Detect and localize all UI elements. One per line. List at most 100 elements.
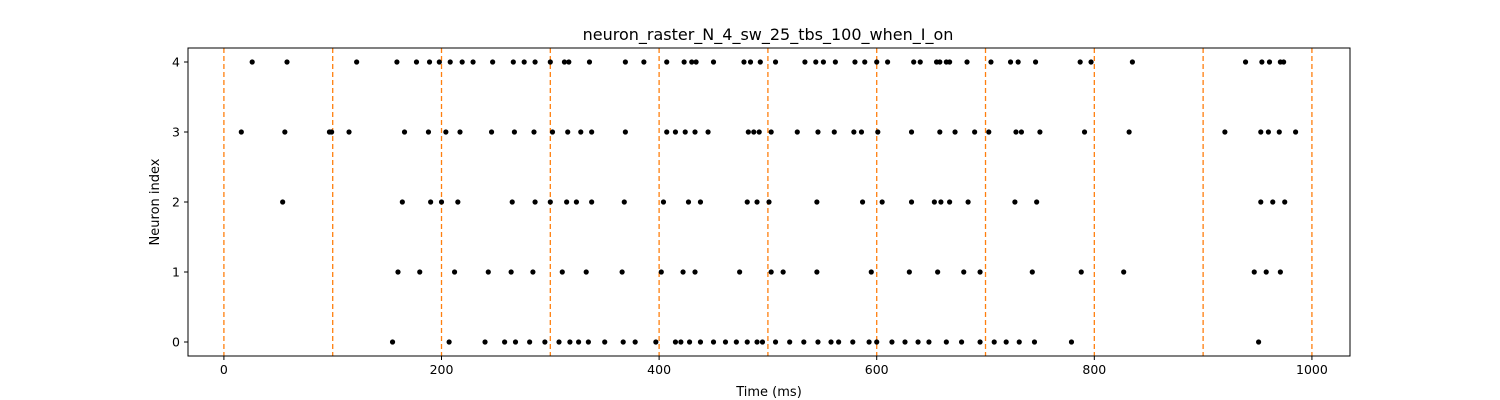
spike-point [772,339,779,345]
spike-point [490,59,496,65]
spike-point [884,59,891,65]
spike-point [768,269,774,275]
x-tick-label: 0 [220,362,228,377]
spike-point [697,199,704,205]
spike-point [815,339,821,345]
spike-point [509,199,515,205]
spike-point [754,199,760,205]
y-tick-label: 3 [172,125,180,140]
spike-point [575,339,582,345]
spike-point [510,59,516,65]
spike-point [737,269,743,275]
spike-point [1003,339,1009,345]
spike-point [1029,269,1035,275]
spike-point [1016,339,1022,345]
spike-point [911,59,917,65]
spike-point [1282,199,1288,205]
spike-point [1088,59,1094,65]
spike-point [658,269,664,275]
spike-point [697,339,704,345]
spike-point [532,199,538,205]
spike-point [508,269,514,275]
spike-point [399,199,405,205]
spike-point [744,339,750,345]
spike-point [521,59,527,65]
spike-point [682,129,688,135]
spike-point [943,339,949,345]
spike-point [977,339,983,345]
spike-point [282,129,288,135]
spike-point [531,129,537,135]
spike-point [937,129,943,135]
spike-point [436,59,442,65]
spike-point [678,339,684,345]
spike-point [532,59,538,65]
spike-point [868,269,874,275]
y-tick-label: 4 [172,55,180,70]
spike-point [566,59,572,65]
spike-point [583,269,589,275]
spike-point [1129,59,1135,65]
spike-point [906,269,912,275]
spike-point [622,129,628,135]
spike-point [759,339,766,345]
spike-point [757,59,763,65]
spike-point [284,59,290,65]
spike-point [917,59,923,65]
spike-point [502,339,508,345]
spike-point [820,59,827,65]
spike-point [249,59,255,65]
spike-point [733,339,739,345]
spike-point [589,199,595,205]
spike-point [874,59,880,65]
spike-point [1012,199,1018,205]
spike-point [937,59,943,65]
spike-point [329,129,335,135]
spike-point [1037,129,1043,135]
spike-point [451,269,458,275]
spike-point [722,339,729,345]
spike-point [1007,59,1014,65]
spike-point [741,59,747,65]
spike-point [832,59,838,65]
spike-point [859,199,866,205]
spike-point [457,129,463,135]
spike-point [705,129,711,135]
chart-title: neuron_raster_N_4_sw_25_tbs_100_when_I_o… [583,25,954,45]
spike-point [1222,129,1228,135]
spike-point [1281,59,1287,65]
spike-point [1077,59,1083,65]
spike-point [1256,339,1262,345]
spike-point [875,129,881,135]
spike-point [1121,269,1127,275]
spike-point [858,129,865,135]
spike-point [813,59,819,65]
spike-point [567,339,573,345]
spike-point [754,339,760,345]
spike-point [428,199,434,205]
spike-point [632,339,638,345]
spike-point [692,129,698,135]
spike-point [511,129,518,135]
spike-point [564,199,570,205]
spike-point [622,59,628,65]
spike-point [1265,129,1271,135]
spike-point [1015,59,1021,65]
spike-point [977,269,983,275]
spike-point [680,269,686,275]
spike-markers [238,59,1299,345]
spike-point [488,129,495,135]
spike-point [814,199,820,205]
spike-point [660,199,667,205]
x-tick-label: 600 [865,362,889,377]
spike-point [280,199,286,205]
spike-point [389,339,396,345]
spike-point [693,59,699,65]
spike-point [935,269,941,275]
spike-point [991,339,997,345]
spike-point [947,59,953,65]
spike-point [425,129,432,135]
x-tick-label: 400 [647,362,671,377]
